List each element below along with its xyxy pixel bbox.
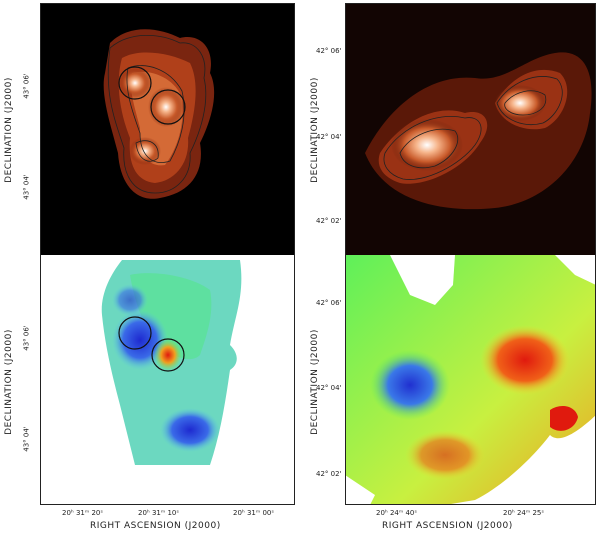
right-top-dec-tick-1: 42° 06' <box>316 47 342 55</box>
right-bottom-dec-tick-3: 42° 02' <box>316 470 342 478</box>
left-ra-axis-title: RIGHT ASCENSION (J2000) <box>90 521 221 531</box>
right-bottom-dec-tick-1: 42° 06' <box>316 299 342 307</box>
left-ra-tick-3: 20ʰ 31ᵐ 00ˢ <box>233 509 274 517</box>
velocity-map-right <box>345 255 596 505</box>
right-ra-axis-title: RIGHT ASCENSION (J2000) <box>382 521 513 531</box>
right-bottom-dec-tick-2: 42° 04' <box>316 384 342 392</box>
intensity-map-left-image <box>40 3 295 255</box>
velocity-map-left <box>40 255 295 505</box>
left-top-dec-axis-title: DECLINATION (J2000) <box>3 77 14 183</box>
right-top-dec-tick-2: 42° 04' <box>316 133 342 141</box>
left-bottom-dec-axis-title: DECLINATION (J2000) <box>3 329 14 435</box>
left-bottom-dec-tick-1: 43° 06' <box>22 325 31 351</box>
right-ra-tick-2: 20ʰ 24ᵐ 25ˢ <box>503 509 544 517</box>
intensity-map-right-image <box>345 3 596 255</box>
intensity-map-left <box>40 3 295 255</box>
right-ra-tick-1: 20ʰ 24ᵐ 40ˢ <box>376 509 417 517</box>
right-bottom-dec-axis-title: DECLINATION (J2000) <box>309 329 320 435</box>
right-top-dec-tick-3: 42° 02' <box>316 217 342 225</box>
left-ra-tick-1: 20ʰ 31ᵐ 20ˢ <box>62 509 103 517</box>
velocity-map-left-image <box>40 255 295 505</box>
left-top-dec-tick-2: 43° 04' <box>22 174 31 200</box>
velocity-map-right-image <box>345 255 596 505</box>
left-bottom-dec-tick-2: 43° 04' <box>22 426 31 452</box>
left-top-dec-tick-1: 43° 06' <box>22 73 31 99</box>
intensity-map-right <box>345 3 596 255</box>
left-ra-tick-2: 20ʰ 31ᵐ 10ˢ <box>138 509 179 517</box>
right-top-dec-axis-title: DECLINATION (J2000) <box>309 77 320 183</box>
